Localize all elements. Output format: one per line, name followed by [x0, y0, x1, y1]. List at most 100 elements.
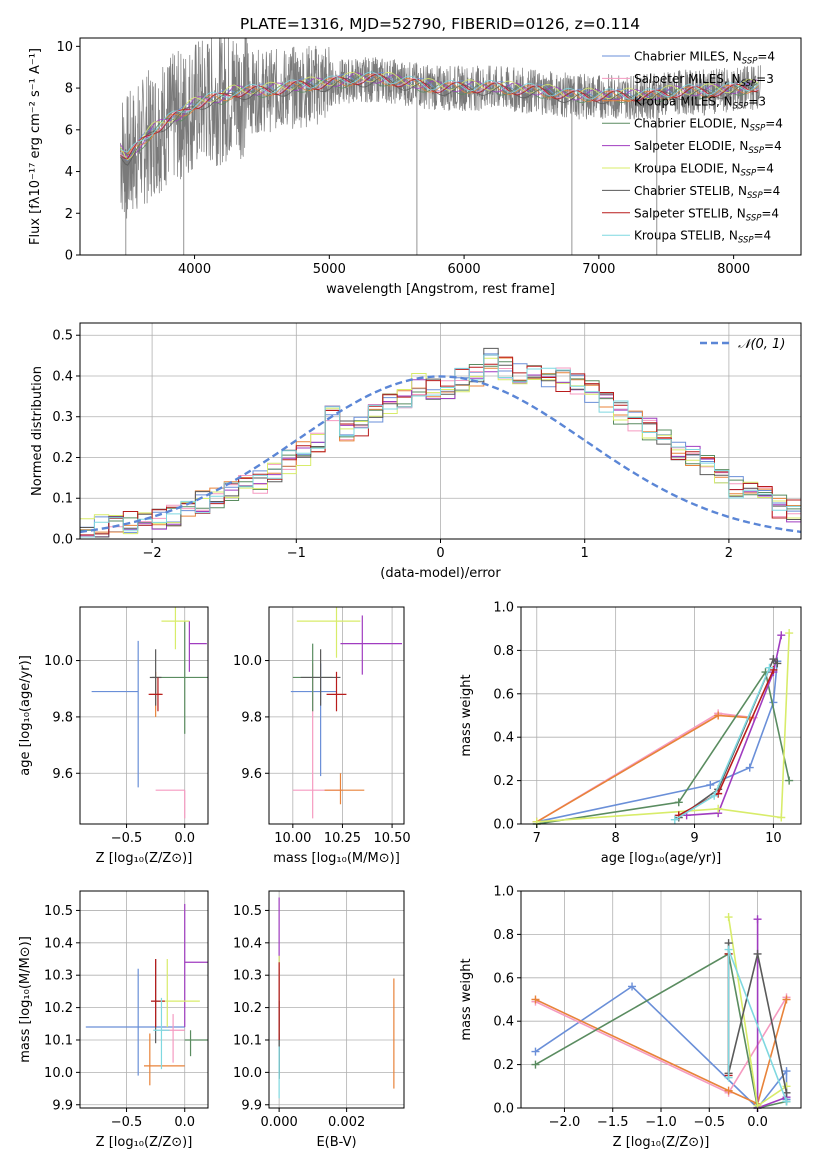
- errorbar-plot: [290, 607, 403, 819]
- errorbar-point: [155, 789, 186, 819]
- y-tick-label: 9.6: [241, 767, 262, 782]
- weight-marker: [753, 915, 762, 924]
- y-tick-label: 0.6: [493, 687, 514, 702]
- legend-entry: Salpeter MILES, NSSP=3: [634, 72, 774, 89]
- y-tick-label: 0.5: [52, 329, 73, 344]
- y-tick-label: 0.4: [52, 369, 73, 384]
- weight-marker: [628, 982, 637, 991]
- y-tick-label: 0.2: [493, 1058, 514, 1073]
- panel-mass-vs-metallicity: −0.5 0.0 9.9 10.0 10.1 10.2 10.3 10.4 10.5 Z [log…: [18, 890, 209, 1150]
- y-tick-label: 10.1: [44, 1033, 73, 1048]
- residual-histogram: [80, 354, 801, 537]
- y-tick-label: 9.6: [52, 767, 73, 782]
- x-axis-label: wavelength [Angstrom, rest frame]: [326, 282, 555, 297]
- x-tick-label: −1: [287, 546, 306, 561]
- weight-series: [724, 913, 791, 1110]
- panel-weight-vs-age: 7 8 9 10 0.0 0.2 0.4 0.6 0.8 1.0 age [log₁₀(age/yr…: [459, 601, 802, 866]
- errorbar-point: [153, 997, 170, 1070]
- axes-frame: [520, 606, 802, 825]
- errorbar-point: [324, 773, 365, 805]
- x-axis-label: Z [log₁₀(Z/Z⊙)]: [96, 851, 193, 866]
- y-tick-label: 9.8: [52, 710, 73, 725]
- weight-marker: [785, 776, 794, 785]
- weight-marker: [785, 629, 794, 638]
- x-tick-label: −0.5: [111, 831, 143, 846]
- axes-frame: [79, 37, 802, 256]
- model-spectrum-line: [120, 76, 759, 166]
- x-tick-label: 8000: [717, 262, 750, 277]
- x-tick-label: 0.002: [328, 1115, 365, 1130]
- errorbar-point: [150, 959, 165, 1028]
- axes-frame: [79, 606, 209, 825]
- x-tick-label: 1: [581, 546, 589, 561]
- weight-series: [531, 995, 791, 1108]
- y-axis-label: mass weight: [459, 958, 474, 1040]
- x-tick-label: 0.000: [261, 1115, 298, 1130]
- weight-marker: [745, 763, 754, 772]
- weight-series: [670, 663, 774, 824]
- errorbar-plot: [278, 897, 395, 1099]
- y-tick-label: 10.0: [233, 654, 262, 669]
- legend-suffix: =4: [756, 162, 774, 176]
- legend-entry: Salpeter ELODIE, NSSP=4: [634, 139, 782, 156]
- errorbar-point: [152, 621, 208, 734]
- x-tick-label: 6000: [448, 262, 481, 277]
- legend-subscript: SSP: [742, 57, 758, 67]
- legend-subscript: SSP: [741, 79, 757, 89]
- weight-line: [536, 632, 790, 823]
- y-tick-label: 10: [56, 40, 73, 55]
- weight-marker: [531, 1047, 540, 1056]
- errorbar-point: [91, 640, 139, 788]
- weight-marker: [714, 711, 723, 720]
- model-spectrum-line: [120, 73, 759, 158]
- y-tick-label: 0.4: [493, 731, 514, 746]
- legend-subscript: SSP: [733, 101, 749, 111]
- x-tick-label: −1.5: [597, 1115, 629, 1130]
- errorbar-point: [161, 607, 190, 650]
- x-axis-label: (data-model)/error: [380, 566, 501, 581]
- weight-marker: [724, 913, 733, 922]
- weight-marker: [710, 791, 719, 800]
- y-tick-label: 10.0: [233, 1066, 262, 1081]
- errorbar-point: [340, 615, 403, 675]
- panel-age-vs-mass: 10.00 10.25 10.50 9.6 9.8 10.0 mass [log₁₀(M/M…: [233, 606, 411, 866]
- x-tick-label: 7000: [582, 262, 615, 277]
- axes-frame: [268, 606, 405, 825]
- legend-suffix: =4: [763, 184, 781, 198]
- y-tick-label: 10.5: [44, 904, 73, 919]
- errorbar-plot: [91, 607, 208, 819]
- legend-entry: Chabrier ELODIE, NSSP=4: [634, 117, 783, 134]
- x-axis-label: Z [log₁₀(Z/Z⊙)]: [96, 1135, 193, 1150]
- weight-marker: [531, 995, 540, 1004]
- legend-subscript: SSP: [741, 169, 757, 179]
- model-spectrum-line: [120, 73, 759, 160]
- x-tick-label: −2: [143, 546, 162, 561]
- y-axis-label: Flux [fλ10⁻¹⁷ erg cm⁻² s⁻¹ A⁻¹]: [28, 48, 43, 245]
- figure-title: PLATE=1316, MJD=52790, FIBERID=0126, z=0…: [240, 15, 640, 33]
- errorbar-point: [296, 607, 361, 658]
- residual-histogram: [80, 357, 801, 533]
- histogram-plot: [80, 347, 801, 538]
- x-tick-label: 10.00: [274, 831, 311, 846]
- residual-histogram: [80, 357, 801, 535]
- weight-marker: [773, 659, 782, 668]
- legend-label: Kroupa ELODIE, N: [634, 162, 741, 176]
- x-tick-label: 4000: [178, 262, 211, 277]
- y-tick-label: 0.2: [493, 774, 514, 789]
- x-tick-label: 9: [690, 831, 698, 846]
- errorbar-point: [149, 649, 162, 706]
- y-tick-label: 10.0: [44, 1066, 73, 1081]
- errorbar-point: [188, 621, 207, 672]
- y-tick-label: 10.4: [44, 936, 73, 951]
- weight-marker: [753, 949, 762, 958]
- y-tick-label: 10.5: [233, 904, 262, 919]
- weight-marker: [724, 1073, 733, 1082]
- weight-marker: [782, 1067, 791, 1076]
- x-tick-label: −2.0: [549, 1115, 581, 1130]
- weight-marker: [714, 804, 723, 813]
- y-tick-label: 0.0: [52, 533, 73, 548]
- legend-subscript: SSP: [747, 191, 763, 201]
- x-tick-label: 0: [436, 546, 444, 561]
- y-tick-label: 0.6: [493, 971, 514, 986]
